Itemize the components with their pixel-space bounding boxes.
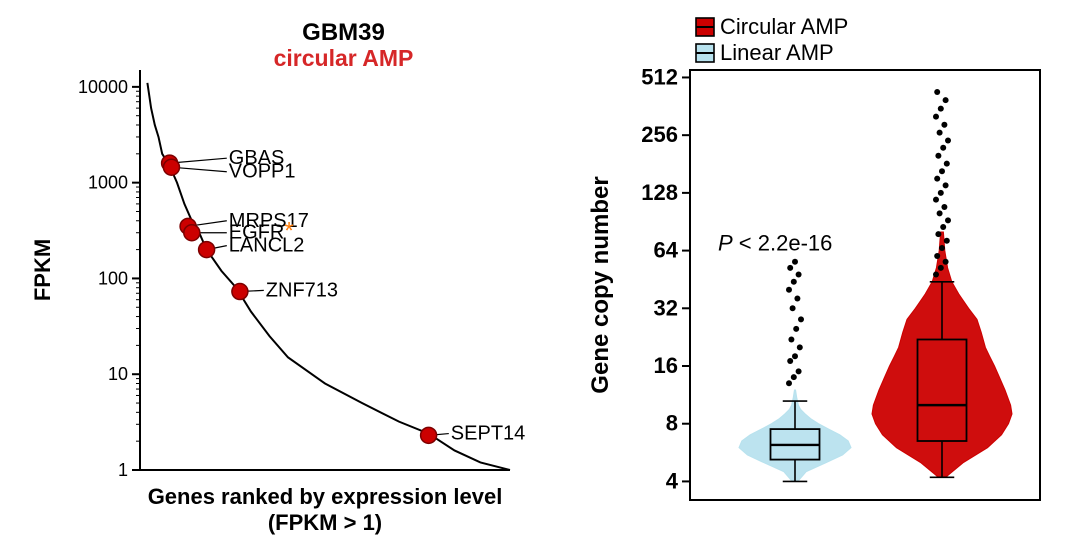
- y-tick-label: 64: [654, 238, 679, 263]
- outlier-point: [787, 358, 793, 364]
- right-violin-boxplot: 4 8 16 32 64 128 256 512 Gene copy number P < 2.2…: [560, 10, 1060, 550]
- outlier-point: [792, 353, 798, 359]
- outlier-point: [933, 114, 939, 120]
- outlier-point: [934, 176, 940, 182]
- y-tick-label: 1000: [88, 173, 128, 193]
- y-tick-label: 256: [641, 122, 678, 147]
- outlier-point: [941, 204, 947, 210]
- y-tick-label: 512: [641, 64, 678, 89]
- outlier-point: [790, 305, 796, 311]
- y-tick-label: 128: [641, 180, 678, 205]
- outlier-point: [933, 197, 939, 203]
- outlier-point: [943, 259, 949, 265]
- outlier-point: [937, 210, 943, 216]
- outlier-point: [944, 238, 950, 244]
- gene-marker: [184, 225, 200, 241]
- gene-marker: [199, 242, 215, 258]
- y-tick-label: 100: [98, 268, 128, 288]
- gene-marker: [163, 159, 179, 175]
- outlier-point: [796, 272, 802, 278]
- gene-marker: [232, 284, 248, 300]
- outlier-point: [940, 145, 946, 151]
- gene-label: LANCL2: [229, 235, 305, 257]
- outlier-point: [938, 106, 944, 112]
- outlier-point: [938, 265, 944, 271]
- legend-label: Circular AMP: [720, 14, 848, 39]
- outlier-point: [793, 326, 799, 332]
- y-axis-label: FPKM: [30, 239, 55, 301]
- y-axis-label: Gene copy number: [587, 176, 614, 393]
- outlier-point: [933, 272, 939, 278]
- figure-root: 110100100010000GBASVOPP1MRPS17EGFR*LANCL…: [0, 0, 1080, 560]
- legend-label: Linear AMP: [720, 40, 834, 65]
- left-scatter: 110100100010000GBASVOPP1MRPS17EGFR*LANCL…: [20, 10, 530, 550]
- outlier-point: [941, 122, 947, 128]
- left-panel-container: 110100100010000GBASVOPP1MRPS17EGFR*LANCL…: [20, 10, 530, 550]
- outlier-point: [937, 130, 943, 136]
- outlier-point: [934, 253, 940, 259]
- outlier-point: [792, 259, 798, 265]
- outlier-point: [794, 295, 800, 301]
- left-title: GBM39: [302, 19, 385, 46]
- outlier-point: [786, 380, 792, 386]
- outlier-point: [945, 138, 951, 144]
- gene-label: SEPT14: [451, 423, 525, 445]
- y-tick-label: 10000: [78, 77, 128, 97]
- outlier-point: [940, 224, 946, 230]
- outlier-point: [935, 153, 941, 159]
- y-tick-label: 10: [108, 364, 128, 384]
- y-tick-label: 8: [666, 411, 678, 436]
- outlier-point: [944, 161, 950, 167]
- p-value: P < 2.2e-16: [718, 231, 832, 256]
- box: [918, 339, 967, 441]
- left-subtitle: circular AMP: [274, 45, 414, 71]
- outlier-point: [786, 287, 792, 293]
- outlier-point: [943, 97, 949, 103]
- y-tick-label: 32: [654, 295, 678, 320]
- outlier-point: [791, 279, 797, 285]
- outlier-point: [938, 190, 944, 196]
- outlier-point: [798, 316, 804, 322]
- gene-label: ZNF713: [266, 279, 338, 301]
- outlier-point: [787, 265, 793, 271]
- outlier-point: [945, 217, 951, 223]
- x-axis-label-1: Genes ranked by expression level: [148, 484, 503, 509]
- outlier-point: [943, 182, 949, 188]
- gene-marker: [421, 427, 437, 443]
- x-axis-label-2: (FPKM > 1): [268, 510, 382, 535]
- outlier-point: [939, 245, 945, 251]
- outlier-point: [939, 168, 945, 174]
- gene-label: VOPP1: [229, 161, 296, 183]
- expression-curve: [147, 83, 510, 470]
- outlier-point: [791, 374, 797, 380]
- outlier-point: [788, 336, 794, 342]
- y-tick-label: 1: [118, 460, 128, 480]
- outlier-point: [796, 368, 802, 374]
- y-tick-label: 4: [666, 468, 679, 493]
- right-panel-container: 4 8 16 32 64 128 256 512 Gene copy number P < 2.2…: [560, 10, 1060, 550]
- y-tick-label: 16: [654, 353, 678, 378]
- outlier-point: [934, 89, 940, 95]
- outlier-point: [935, 231, 941, 237]
- outlier-point: [797, 344, 803, 350]
